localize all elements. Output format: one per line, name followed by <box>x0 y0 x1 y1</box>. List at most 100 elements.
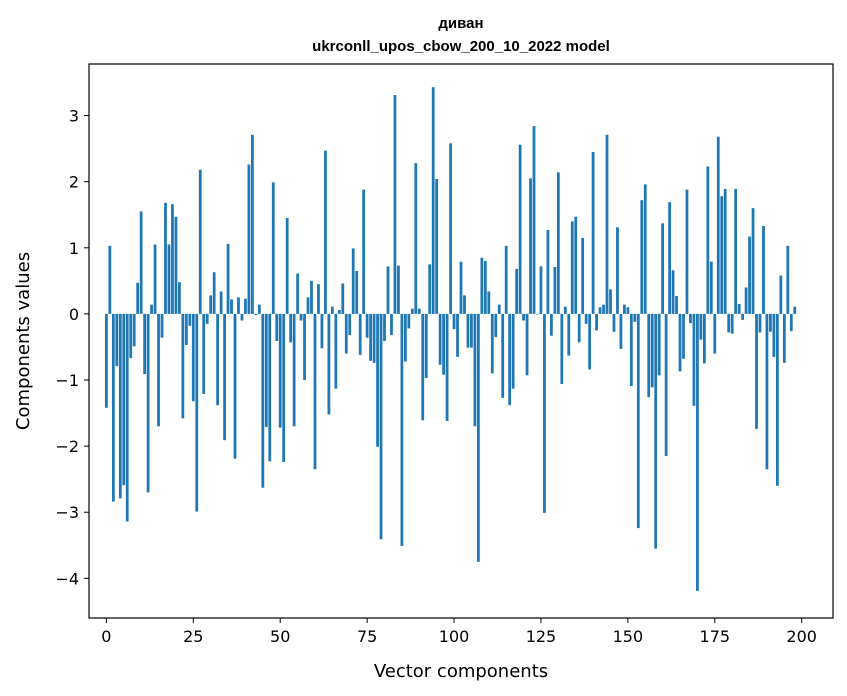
chart-title: диван <box>438 15 483 32</box>
bar-147 <box>616 227 619 314</box>
bar-83 <box>393 95 397 314</box>
bar-135 <box>574 216 578 314</box>
x-tick-label: 50 <box>270 627 290 646</box>
bar-45 <box>261 313 265 488</box>
bar-88 <box>410 308 414 314</box>
y-tick-label: 3 <box>69 107 79 126</box>
bar-177 <box>720 196 724 314</box>
bar-152 <box>633 313 637 322</box>
bar-97 <box>442 313 446 375</box>
bar-52 <box>285 218 289 314</box>
bar-65 <box>330 306 334 314</box>
bar-39 <box>240 313 244 321</box>
bar-29 <box>205 313 209 324</box>
bar-167 <box>685 189 689 314</box>
bar-143 <box>602 304 605 314</box>
bar-57 <box>303 313 306 380</box>
bar-24 <box>188 313 192 326</box>
bar-18 <box>167 244 171 314</box>
bar-186 <box>751 208 755 314</box>
bar-160 <box>661 223 665 314</box>
bar-82 <box>390 313 393 336</box>
bar-91 <box>421 313 425 421</box>
bar-180 <box>730 313 734 334</box>
bar-73 <box>358 313 362 355</box>
bar-196 <box>786 245 790 314</box>
bar-189 <box>762 225 765 314</box>
y-axis-ticks: −4 −3 −2 −1 0 1 2 3 <box>55 107 89 588</box>
bar-56 <box>299 313 303 321</box>
bar-62 <box>320 313 324 349</box>
bar-173 <box>706 166 710 314</box>
bar-182 <box>737 303 741 314</box>
bar-195 <box>782 313 786 363</box>
bar-77 <box>372 313 376 363</box>
bar-146 <box>612 313 616 332</box>
bar-145 <box>609 289 612 314</box>
bar-41 <box>247 164 251 314</box>
bar-170 <box>696 313 699 591</box>
y-axis-label: Components values <box>13 252 34 430</box>
bar-115 <box>504 245 508 314</box>
bar-74 <box>362 189 366 314</box>
bar-102 <box>459 261 463 314</box>
bar-117 <box>511 313 515 389</box>
bar-133 <box>567 313 571 356</box>
bar-7 <box>129 313 133 359</box>
bar-40 <box>244 298 247 314</box>
bar-125 <box>539 266 543 314</box>
x-tick-label: 100 <box>439 627 470 646</box>
bar-156 <box>647 313 651 398</box>
chart-subtitle: ukrconll_upos_cbow_200_10_2022 model <box>312 38 610 55</box>
bar-118 <box>515 268 519 314</box>
bar-110 <box>487 291 491 314</box>
bar-122 <box>529 178 532 314</box>
bar-59 <box>310 280 313 314</box>
bar-48 <box>271 182 275 314</box>
bar-47 <box>268 313 272 462</box>
x-tick-label: 175 <box>700 627 731 646</box>
bar-99 <box>449 143 452 314</box>
x-tick-label: 75 <box>357 627 377 646</box>
bar-107 <box>476 313 480 562</box>
bar-166 <box>682 313 685 359</box>
bar-190 <box>765 313 769 470</box>
bar-28 <box>202 313 206 394</box>
bar-75 <box>365 313 369 338</box>
bar-2 <box>111 313 115 502</box>
bar-69 <box>344 313 348 354</box>
bar-87 <box>407 313 411 329</box>
bar-37 <box>233 313 237 459</box>
bar-142 <box>598 307 602 314</box>
bar-9 <box>136 282 140 314</box>
bar-168 <box>689 313 692 324</box>
bar-78 <box>376 313 379 447</box>
bar-109 <box>483 261 487 314</box>
bar-176 <box>716 136 720 314</box>
bar-116 <box>508 313 512 406</box>
bar-111 <box>490 313 494 374</box>
bar-113 <box>497 304 501 314</box>
bar-163 <box>671 270 675 314</box>
bar-12 <box>146 313 150 493</box>
bar-128 <box>550 313 553 336</box>
bar-191 <box>769 313 772 332</box>
bar-103 <box>463 295 466 314</box>
bar-105 <box>470 313 473 348</box>
bar-68 <box>341 283 345 314</box>
bar-198 <box>793 306 797 314</box>
bar-11 <box>143 313 147 375</box>
bar-127 <box>546 229 550 314</box>
bar-169 <box>692 313 696 406</box>
bar-61 <box>317 284 320 314</box>
bar-94 <box>431 87 435 314</box>
bar-178 <box>723 188 727 314</box>
bar-21 <box>178 282 181 314</box>
bar-164 <box>675 296 678 314</box>
plot-frame <box>88 63 834 619</box>
bar-38 <box>237 297 240 314</box>
bar-159 <box>657 313 661 376</box>
bar-161 <box>664 313 668 457</box>
bar-3 <box>115 313 119 367</box>
